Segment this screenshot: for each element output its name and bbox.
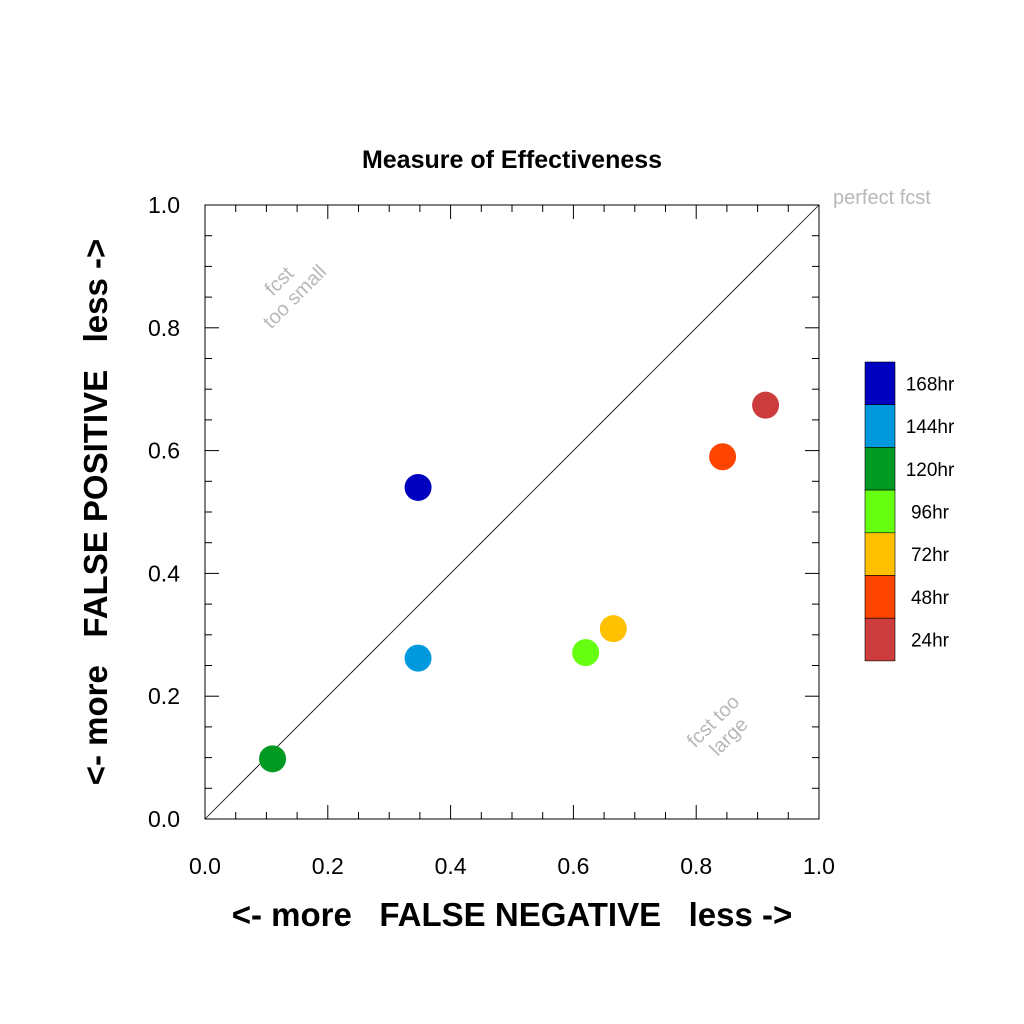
x-tick-label: 0.8: [680, 853, 712, 879]
legend-swatch-48hr: [864, 575, 896, 619]
perfect-forecast-note: perfect fcst: [833, 187, 931, 209]
point-24hr: [752, 391, 780, 419]
x-tick-label: 1.0: [803, 853, 835, 879]
legend-label-96hr: 96hr: [911, 502, 950, 523]
y-tick-label: 0.8: [148, 315, 180, 341]
legend-swatch-24hr: [864, 617, 896, 662]
y-axis-label: <- more FALSE POSITIVE less ->: [77, 239, 114, 786]
point-120hr: [259, 745, 287, 773]
legend-swatch-72hr: [864, 532, 896, 576]
point-168hr: [404, 473, 432, 501]
point-72hr: [599, 615, 627, 643]
point-48hr: [709, 443, 737, 471]
x-axis-label: <- more FALSE NEGATIVE less ->: [232, 896, 793, 933]
legend-label-120hr: 120hr: [906, 460, 955, 481]
x-tick-label: 0.2: [312, 853, 344, 879]
legend: 168hr 144hr 120hr 96hr 72hr 48hr 24hr: [864, 361, 955, 662]
legend-swatch-96hr: [864, 489, 896, 534]
y-tick-label: 0.6: [148, 438, 180, 464]
y-tick-label: 0.2: [148, 683, 180, 709]
x-tick-label: 0.6: [557, 853, 589, 879]
legend-swatch-144hr: [864, 404, 896, 448]
point-96hr: [572, 639, 600, 667]
y-tick-label: 0.0: [148, 806, 180, 832]
x-tick-label: 0.4: [435, 853, 467, 879]
y-tick-label: 0.4: [148, 560, 180, 586]
x-tick-labels: 0.0 0.2 0.4 0.6 0.8 1.0: [189, 853, 835, 879]
legend-label-168hr: 168hr: [906, 374, 955, 395]
legend-label-48hr: 48hr: [911, 588, 950, 609]
axis-ticks: [204, 204, 820, 820]
x-tick-label: 0.0: [189, 853, 221, 879]
legend-swatch-168hr: [864, 361, 896, 406]
data-points: [259, 391, 780, 773]
point-144hr: [404, 644, 432, 672]
legend-swatch-120hr: [864, 447, 896, 491]
too-small-note-line2: too small: [259, 261, 331, 333]
chart-title: Measure of Effectiveness: [362, 146, 662, 174]
y-tick-label: 1.0: [148, 192, 180, 218]
y-tick-labels: 0.0 0.2 0.4 0.6 0.8 1.0: [148, 192, 180, 832]
legend-label-72hr: 72hr: [911, 545, 950, 566]
perfect-forecast-diagonal: [204, 204, 820, 820]
legend-label-144hr: 144hr: [906, 417, 955, 438]
legend-label-24hr: 24hr: [911, 631, 950, 652]
